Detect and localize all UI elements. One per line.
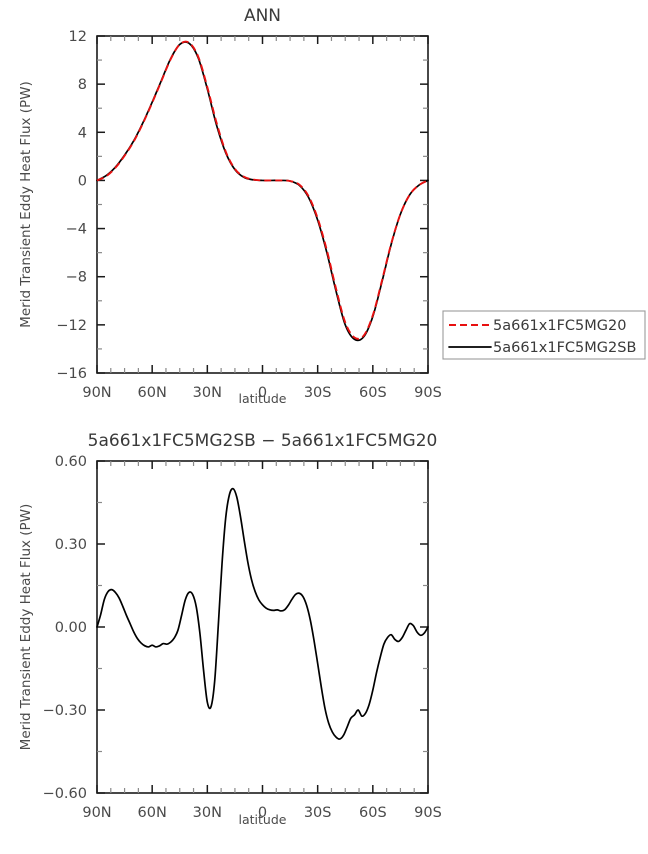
xtick-label: 90S <box>414 385 442 401</box>
xtick-label: 30S <box>304 385 332 401</box>
xtick-label: 90N <box>82 385 111 401</box>
plot-frame-bottom-panel <box>96 460 429 794</box>
legend-label-1: 5a661x1FC5MG2SB <box>493 340 636 356</box>
ytick-label: 12 <box>69 29 87 45</box>
panel-bottom-panel: 5a661x1FC5MG2SB − 5a661x1FC5MG20 90N 60N 30… <box>18 431 442 827</box>
xtick-label: 30N <box>193 385 222 401</box>
xtick-label: 0 <box>258 385 267 401</box>
xtick-label: 90N <box>82 805 111 821</box>
series-line-difference <box>96 487 429 740</box>
legend-box <box>442 310 646 360</box>
xtick-label: 60N <box>138 385 167 401</box>
legend-label-0: 5a661x1FC5MG20 <box>493 318 626 334</box>
ytick-label: −8 <box>66 270 87 286</box>
ytick-label: −16 <box>56 366 87 382</box>
ytick-label: 0.60 <box>55 454 87 470</box>
xtick-label: 90S <box>414 805 442 821</box>
ytick-label: −0.30 <box>43 703 87 719</box>
xtick-label: 60S <box>359 805 387 821</box>
xtick-label: 30N <box>193 805 222 821</box>
ytick-label: −12 <box>56 318 87 334</box>
ytick-label: 8 <box>78 77 87 93</box>
ytick-label: −4 <box>66 222 87 238</box>
ytick-label: 4 <box>78 125 87 141</box>
ytick-label: 0 <box>78 173 87 189</box>
panel-top-panel: ANN 90N 60N 30N 0 30S 60S 90S latitude 12 8 4 0 −4 −8 −… <box>18 6 442 406</box>
xaxis-label: latitude <box>239 391 287 406</box>
ytick-label: 0.30 <box>55 537 87 553</box>
panel-title-top-panel: ANN <box>244 6 281 26</box>
xtick-label: 60S <box>359 385 387 401</box>
legend: 5a661x1FC5MG20 5a661x1FC5MG2SB <box>442 310 646 360</box>
yaxis-label: Merid Transient Eddy Heat Flux (PW) <box>18 81 34 328</box>
ytick-label: −0.60 <box>43 786 87 802</box>
plot-frame-top-panel <box>96 35 429 374</box>
xtick-label: 30S <box>304 805 332 821</box>
xtick-label: 0 <box>258 805 267 821</box>
ytick-label: 0.00 <box>55 620 87 636</box>
xaxis-label: latitude <box>239 812 287 827</box>
panel-title-bottom-panel: 5a661x1FC5MG2SB − 5a661x1FC5MG20 <box>88 431 438 451</box>
xtick-label: 60N <box>138 805 167 821</box>
series-line-5a661x1FC5MG20 <box>96 40 429 340</box>
yaxis-label: Merid Transient Eddy Heat Flux (PW) <box>18 504 34 751</box>
